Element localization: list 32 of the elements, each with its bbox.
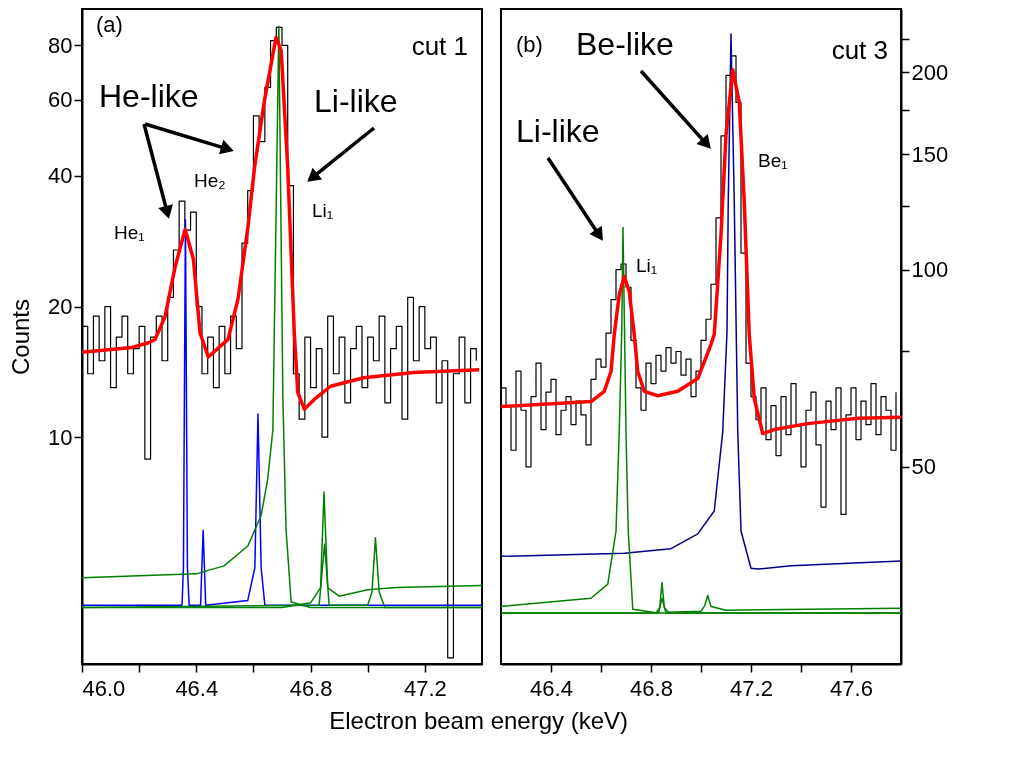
annotation: Li₁ — [312, 200, 334, 221]
annotation: (b) — [516, 32, 543, 57]
x-tick-label: 46.8 — [630, 675, 673, 701]
y-axis-title: Counts — [7, 298, 35, 376]
annotation: Be-like — [576, 26, 674, 62]
x-axis-title: Electron beam energy (keV) — [329, 707, 629, 734]
x-tick-label: 47.2 — [730, 675, 773, 701]
annotation: Li-like — [516, 113, 600, 149]
annotation: He₂ — [194, 170, 226, 191]
y-tick-label: 40 — [48, 163, 73, 189]
y-tick-label: 200 — [911, 59, 949, 85]
x-tick-label: 47.2 — [403, 675, 447, 701]
x-tick-label: 46.4 — [175, 675, 219, 701]
annotation: He-like — [99, 78, 199, 114]
annotation: cut 1 — [411, 31, 468, 61]
annotation: Be₁ — [758, 150, 788, 171]
x-tick-label: 47.6 — [830, 675, 873, 701]
annotation: (a) — [96, 12, 123, 37]
y-tick-label: 80 — [48, 32, 73, 58]
y-tick-label: 60 — [48, 87, 73, 113]
x-tick-label: 46.8 — [289, 675, 333, 701]
annotation: cut 3 — [831, 35, 888, 65]
annotation: Li₁ — [636, 255, 658, 276]
x-tick-label: 46.4 — [530, 675, 573, 701]
x-tick-label: 46.0 — [82, 675, 126, 701]
y-tick-label: 150 — [911, 141, 949, 167]
y-tick-label: 10 — [48, 424, 73, 450]
y-tick-label: 100 — [911, 257, 949, 283]
annotation: He₁ — [114, 222, 145, 243]
annotation: Li-like — [314, 83, 398, 119]
y-tick-label: 50 — [911, 454, 936, 480]
y-tick-label: 20 — [48, 294, 73, 320]
